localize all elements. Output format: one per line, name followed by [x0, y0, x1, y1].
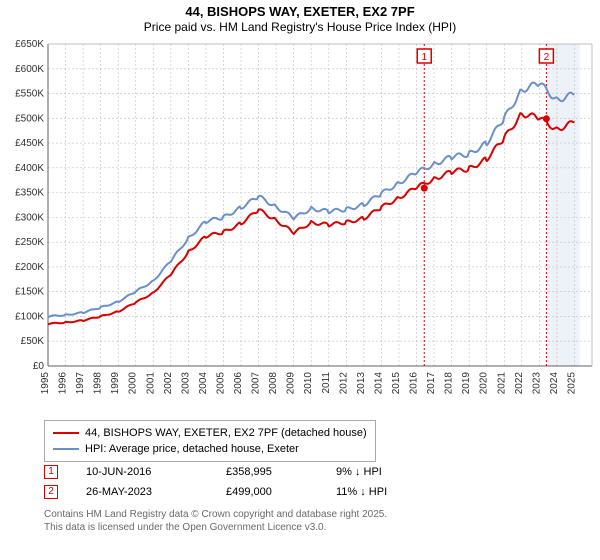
- chart-root: 44, BISHOPS WAY, EXETER, EX2 7PF Price p…: [0, 0, 600, 560]
- svg-text:2010: 2010: [303, 372, 314, 395]
- svg-text:2005: 2005: [215, 372, 226, 395]
- svg-text:2003: 2003: [180, 372, 191, 395]
- svg-text:1995: 1995: [40, 372, 51, 395]
- svg-text:2024: 2024: [549, 372, 560, 395]
- svg-text:2018: 2018: [444, 372, 455, 395]
- transaction-price: £358,995: [226, 466, 336, 478]
- svg-text:2016: 2016: [409, 372, 420, 395]
- svg-text:1996: 1996: [58, 372, 69, 395]
- svg-text:£250K: £250K: [15, 237, 44, 248]
- legend-label: HPI: Average price, detached house, Exet…: [85, 443, 299, 455]
- chart-title: 44, BISHOPS WAY, EXETER, EX2 7PF: [0, 4, 600, 19]
- legend-row: 44, BISHOPS WAY, EXETER, EX2 7PF (detach…: [53, 425, 367, 441]
- svg-text:2006: 2006: [233, 372, 244, 395]
- svg-text:1998: 1998: [93, 372, 104, 395]
- svg-text:£0: £0: [33, 361, 45, 372]
- legend-swatch: [53, 448, 79, 450]
- svg-text:2015: 2015: [391, 372, 402, 395]
- footer-line1: Contains HM Land Registry data © Crown c…: [44, 508, 387, 521]
- svg-text:2000: 2000: [128, 372, 139, 395]
- svg-text:2002: 2002: [163, 372, 174, 395]
- svg-text:2017: 2017: [426, 372, 437, 395]
- transaction-date: 10-JUN-2016: [86, 466, 226, 478]
- legend-label: 44, BISHOPS WAY, EXETER, EX2 7PF (detach…: [85, 427, 367, 439]
- svg-text:£300K: £300K: [15, 212, 44, 223]
- footer-line2: This data is licensed under the Open Gov…: [44, 521, 387, 534]
- legend: 44, BISHOPS WAY, EXETER, EX2 7PF (detach…: [44, 420, 376, 462]
- svg-text:2007: 2007: [251, 372, 262, 395]
- transaction-row: 1 10-JUN-2016£358,9959% ↓ HPI: [44, 462, 456, 482]
- legend-row: HPI: Average price, detached house, Exet…: [53, 441, 367, 457]
- transactions-table: 1 10-JUN-2016£358,9959% ↓ HPI 2 26-MAY-2023…: [44, 462, 456, 502]
- svg-text:£600K: £600K: [15, 64, 44, 75]
- svg-text:£150K: £150K: [15, 287, 44, 298]
- svg-text:2001: 2001: [145, 372, 156, 395]
- svg-text:1999: 1999: [110, 372, 121, 395]
- legend-swatch: [53, 432, 79, 434]
- svg-text:£650K: £650K: [15, 39, 44, 50]
- svg-text:2022: 2022: [514, 372, 525, 395]
- svg-text:£400K: £400K: [15, 163, 44, 174]
- title-block: 44, BISHOPS WAY, EXETER, EX2 7PF Price p…: [0, 0, 600, 34]
- svg-text:£100K: £100K: [15, 311, 44, 322]
- svg-text:2021: 2021: [496, 372, 507, 395]
- svg-text:2014: 2014: [373, 372, 384, 395]
- transaction-row: 2 26-MAY-2023£499,00011% ↓ HPI: [44, 482, 456, 502]
- transaction-date: 26-MAY-2023: [86, 486, 226, 498]
- chart-subtitle: Price paid vs. HM Land Registry's House …: [0, 20, 600, 34]
- svg-text:2011: 2011: [321, 372, 332, 394]
- transaction-diff: 9% ↓ HPI: [336, 466, 456, 478]
- svg-text:£350K: £350K: [15, 188, 44, 199]
- svg-text:1: 1: [421, 52, 427, 63]
- svg-text:2: 2: [544, 52, 550, 63]
- svg-text:£50K: £50K: [21, 336, 45, 347]
- svg-text:2012: 2012: [338, 372, 349, 395]
- svg-text:2020: 2020: [479, 372, 490, 395]
- line-chart-svg: £0 £50K £100K £150K £200K £250K £300K £350K £400…: [0, 38, 600, 413]
- svg-text:£200K: £200K: [15, 262, 44, 273]
- chart-area: £0 £50K £100K £150K £200K £250K £300K £350K £400…: [0, 38, 600, 413]
- transaction-price: £499,000: [226, 486, 336, 498]
- transaction-diff: 11% ↓ HPI: [336, 486, 456, 498]
- transaction-marker: 2: [44, 485, 58, 499]
- svg-text:2023: 2023: [531, 372, 542, 395]
- transaction-marker: 1: [44, 465, 58, 479]
- svg-text:2019: 2019: [461, 372, 472, 395]
- svg-text:1997: 1997: [75, 372, 86, 395]
- footer-attribution: Contains HM Land Registry data © Crown c…: [44, 508, 387, 534]
- svg-text:£550K: £550K: [15, 89, 44, 100]
- svg-text:£500K: £500K: [15, 113, 44, 124]
- svg-text:£450K: £450K: [15, 138, 44, 149]
- svg-text:2008: 2008: [268, 372, 279, 395]
- svg-text:2004: 2004: [198, 372, 209, 395]
- svg-text:2025: 2025: [566, 372, 577, 395]
- svg-text:2009: 2009: [286, 372, 297, 395]
- svg-text:2013: 2013: [356, 372, 367, 395]
